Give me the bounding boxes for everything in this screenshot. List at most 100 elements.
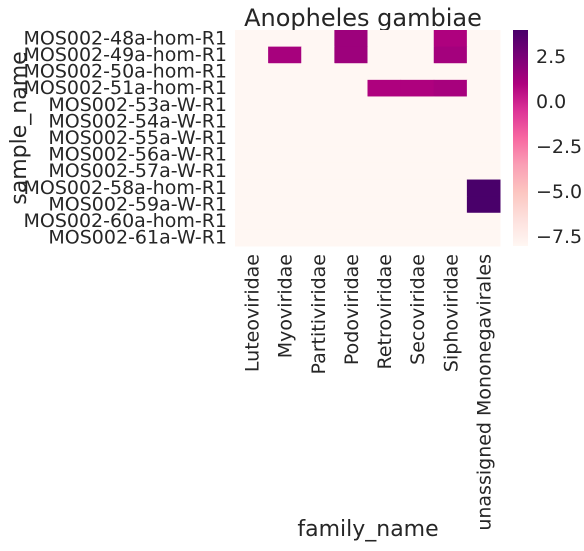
- heatmap-cell: [368, 180, 402, 197]
- column-tick-label: Siphoviridae: [440, 254, 462, 372]
- heatmap-cell: [334, 163, 368, 180]
- heatmap-cell: [434, 196, 468, 213]
- heatmap-cell: [467, 163, 501, 180]
- heatmap-cell: [334, 47, 368, 64]
- heatmap-cell: [368, 63, 402, 80]
- heatmap-cell: [235, 196, 269, 213]
- heatmap-cell: [268, 146, 302, 163]
- colorbar-tick-label: 2.5: [536, 46, 566, 68]
- heatmap-cell: [301, 63, 335, 80]
- heatmap-cell: [268, 213, 302, 230]
- heatmap-cell: [467, 130, 501, 147]
- heatmap-cell: [301, 146, 335, 163]
- heatmap-cell: [467, 63, 501, 80]
- heatmap-cell: [268, 113, 302, 130]
- heatmap-cell: [235, 163, 269, 180]
- heatmap-cell: [434, 80, 468, 97]
- heatmap-cell: [235, 213, 269, 230]
- colorbar-tick-label: −5.0: [536, 181, 582, 203]
- heatmap-cell: [268, 80, 302, 97]
- heatmap-cell: [235, 130, 269, 147]
- heatmap-cell: [334, 113, 368, 130]
- column-tick-label: unassigned Mononegavirales: [473, 254, 495, 531]
- heatmap-cell: [334, 146, 368, 163]
- heatmap-cell: [301, 30, 335, 47]
- heatmap-cell: [301, 96, 335, 113]
- heatmap-cell: [235, 146, 269, 163]
- heatmap-cell: [334, 229, 368, 246]
- heatmap-cell: [434, 163, 468, 180]
- heatmap-cell: [401, 113, 435, 130]
- heatmap-cell: [368, 96, 402, 113]
- heatmap-cell: [467, 96, 501, 113]
- heatmap-cell: [268, 47, 302, 64]
- heatmap-cell: [368, 47, 402, 64]
- heatmap-cell: [235, 47, 269, 64]
- heatmap-cell: [434, 113, 468, 130]
- heatmap-cell: [467, 196, 501, 213]
- heatmap-cell: [368, 229, 402, 246]
- heatmap-cell: [368, 163, 402, 180]
- heatmap-cell: [301, 213, 335, 230]
- heatmap-cell: [301, 163, 335, 180]
- x-axis-label: family_name: [297, 517, 438, 542]
- heatmap-cell: [235, 180, 269, 197]
- heatmap-cell: [434, 229, 468, 246]
- column-tick-label: Luteoviridae: [242, 254, 264, 372]
- heatmap-cell: [434, 63, 468, 80]
- heatmap-cell: [368, 130, 402, 147]
- heatmap-cell: [401, 63, 435, 80]
- heatmap-cell: [467, 80, 501, 97]
- heatmap-cell: [401, 196, 435, 213]
- heatmap-cell: [235, 30, 269, 47]
- colorbar-ticks: 2.5 0.0 −2.5 −5.0 −7.5: [536, 46, 582, 248]
- row-tick-label: MOS002-61a-W-R1: [48, 227, 227, 249]
- heatmap-cells: [235, 30, 501, 247]
- column-labels: Luteoviridae Myoviridae Partitiviridae Podo…: [242, 254, 496, 531]
- heatmap-cell: [368, 213, 402, 230]
- heatmap-cell: [301, 196, 335, 213]
- heatmap-cell: [368, 30, 402, 47]
- heatmap-cell: [268, 96, 302, 113]
- heatmap-cell: [434, 96, 468, 113]
- heatmap-cell: [334, 213, 368, 230]
- heatmap-cell: [401, 130, 435, 147]
- column-tick-label: Secoviridae: [407, 254, 429, 365]
- heatmap-cell: [401, 180, 435, 197]
- heatmap-cell: [268, 180, 302, 197]
- colorbar: [513, 30, 528, 246]
- heatmap-cell: [401, 163, 435, 180]
- heatmap-cell: [368, 113, 402, 130]
- heatmap-cell: [401, 213, 435, 230]
- heatmap-cell: [401, 96, 435, 113]
- chart-title: Anopheles gambiae: [244, 4, 482, 32]
- heatmap-cell: [401, 80, 435, 97]
- colorbar-tick-label: 0.0: [536, 91, 566, 113]
- heatmap-cell: [401, 146, 435, 163]
- heatmap-cell: [235, 96, 269, 113]
- heatmap-cell: [368, 146, 402, 163]
- colorbar-tick-label: −7.5: [536, 226, 582, 248]
- heatmap-cell: [268, 30, 302, 47]
- heatmap-cell: [434, 30, 468, 47]
- row-labels: MOS002-48a-hom-R1MOS002-49a-hom-R1MOS002…: [23, 27, 227, 248]
- heatmap-cell: [368, 196, 402, 213]
- heatmap-cell: [467, 180, 501, 197]
- heatmap-cell: [268, 163, 302, 180]
- heatmap-cell: [268, 196, 302, 213]
- heatmap-cell: [334, 130, 368, 147]
- heatmap-cell: [467, 47, 501, 64]
- heatmap-cell: [434, 47, 468, 64]
- heatmap-cell: [301, 229, 335, 246]
- column-tick-label: Podoviridae: [341, 254, 363, 365]
- heatmap-cell: [334, 80, 368, 97]
- heatmap-cell: [401, 47, 435, 64]
- heatmap-cell: [467, 146, 501, 163]
- column-tick-label: Retroviridae: [374, 254, 396, 370]
- heatmap-cell: [434, 213, 468, 230]
- heatmap-cell: [334, 180, 368, 197]
- heatmap-cell: [235, 113, 269, 130]
- y-axis-label: sample_name: [7, 51, 32, 204]
